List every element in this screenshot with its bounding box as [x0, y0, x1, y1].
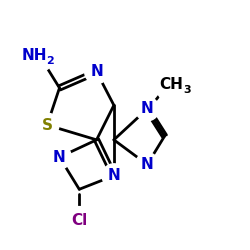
- Text: CH: CH: [160, 78, 184, 92]
- Text: N: N: [108, 168, 120, 183]
- Circle shape: [136, 97, 159, 121]
- Text: 3: 3: [183, 85, 190, 95]
- Circle shape: [20, 39, 54, 72]
- Text: N: N: [53, 150, 66, 165]
- Circle shape: [85, 60, 108, 84]
- Text: N: N: [141, 157, 154, 172]
- Circle shape: [35, 113, 59, 137]
- Circle shape: [136, 153, 159, 176]
- Text: S: S: [42, 118, 52, 132]
- Text: N: N: [141, 102, 154, 116]
- Text: 2: 2: [46, 56, 54, 66]
- Circle shape: [66, 206, 93, 234]
- Text: Cl: Cl: [71, 213, 88, 228]
- Text: N: N: [90, 64, 103, 79]
- Circle shape: [48, 145, 71, 169]
- Circle shape: [102, 164, 126, 188]
- Circle shape: [156, 67, 193, 104]
- Text: NH: NH: [22, 48, 48, 63]
